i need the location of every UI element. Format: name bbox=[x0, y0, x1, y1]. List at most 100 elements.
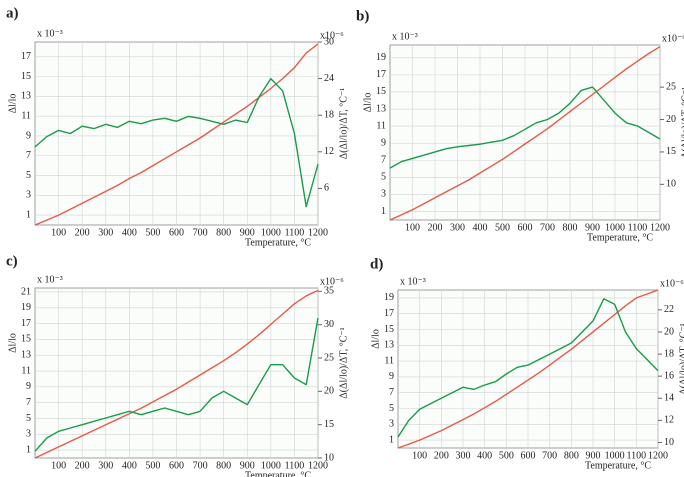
x-tick-label: 400 bbox=[122, 460, 137, 471]
x-tick-label: 200 bbox=[75, 460, 90, 471]
data-line bbox=[34, 289, 319, 459]
y2-tick-label: 10 bbox=[666, 179, 676, 190]
x-tick-label: 1100 bbox=[285, 227, 305, 238]
x-tick-label: 1200 bbox=[308, 227, 328, 238]
y2-axis-label: Δ(Δl/lo)/ΔT, °C⁻¹ bbox=[338, 88, 349, 159]
y-tick-label: 17 bbox=[384, 308, 394, 319]
y-tick-label: 3 bbox=[381, 189, 386, 200]
data-line bbox=[34, 317, 319, 452]
x-tick-label: 100 bbox=[51, 460, 66, 471]
x-tick-label: 900 bbox=[240, 227, 255, 238]
x-tick-label: 700 bbox=[542, 450, 557, 461]
y2-axis-label: Δ(Δl/lo)/ΔT, °C⁻¹ bbox=[678, 323, 684, 394]
y-tick-label: 5 bbox=[26, 413, 31, 424]
y2-axis-label: Δ(Δl/lo)/ΔT, °C⁻¹ bbox=[680, 87, 684, 158]
x-tick-label: 100 bbox=[412, 450, 427, 461]
y-tick-label: 13 bbox=[21, 91, 31, 102]
panel-label: c) bbox=[6, 253, 18, 269]
y2-tick-label: 18 bbox=[324, 109, 334, 120]
x-tick-label: 300 bbox=[456, 450, 471, 461]
y2-multiplier: x10⁻⁶ bbox=[660, 278, 684, 289]
y-axis-label: Δl/lo bbox=[370, 329, 381, 349]
y2-tick-label: 20 bbox=[666, 114, 676, 125]
y-multiplier: x 10⁻³ bbox=[37, 274, 63, 285]
x-axis-label: Temperature, °C bbox=[587, 232, 653, 243]
x-tick-label: 1000 bbox=[605, 222, 625, 233]
y-multiplier: x 10⁻³ bbox=[37, 28, 63, 39]
x-tick-label: 700 bbox=[193, 227, 208, 238]
x-tick-label: 500 bbox=[499, 450, 514, 461]
y2-tick-label: 18 bbox=[664, 348, 674, 359]
x-axis-label: Temperature, °C bbox=[585, 460, 651, 471]
y-multiplier: x 10⁻³ bbox=[392, 31, 418, 42]
y-tick-label: 7 bbox=[26, 397, 31, 408]
y2-tick-label: 35 bbox=[324, 286, 334, 297]
y-tick-label: 1 bbox=[381, 206, 386, 217]
y2-tick-label: 12 bbox=[664, 415, 674, 426]
y-tick-label: 7 bbox=[389, 387, 394, 398]
y-axis-label: Δl/lo bbox=[7, 333, 18, 353]
x-tick-label: 1000 bbox=[605, 450, 625, 461]
y-tick-label: 1 bbox=[26, 444, 31, 455]
x-tick-label: 400 bbox=[477, 450, 492, 461]
x-tick-label: 400 bbox=[122, 227, 137, 238]
x-axis-label: Temperature, °C bbox=[245, 470, 311, 477]
x-tick-label: 200 bbox=[75, 227, 90, 238]
x-tick-label: 500 bbox=[145, 460, 160, 471]
x-tick-label: 200 bbox=[428, 222, 443, 233]
y-tick-label: 11 bbox=[376, 120, 386, 131]
y2-tick-label: 22 bbox=[664, 304, 674, 315]
x-tick-label: 900 bbox=[585, 222, 600, 233]
x-tick-label: 1000 bbox=[261, 227, 281, 238]
y2-tick-label: 10 bbox=[324, 452, 334, 463]
y2-tick-label: 12 bbox=[324, 146, 334, 157]
y-tick-label: 3 bbox=[389, 419, 394, 430]
data-line bbox=[389, 46, 661, 221]
x-tick-label: 1200 bbox=[308, 460, 328, 471]
x-tick-label: 200 bbox=[434, 450, 449, 461]
y-tick-label: 13 bbox=[376, 103, 386, 114]
y-tick-label: 11 bbox=[21, 365, 31, 376]
x-tick-label: 300 bbox=[450, 222, 465, 233]
data-line bbox=[389, 86, 661, 169]
x-tick-label: 1200 bbox=[648, 450, 668, 461]
x-tick-label: 900 bbox=[586, 450, 601, 461]
y2-tick-label: 20 bbox=[664, 326, 674, 337]
y-tick-label: 19 bbox=[384, 292, 394, 303]
y-tick-label: 3 bbox=[26, 190, 31, 201]
x-tick-label: 700 bbox=[193, 460, 208, 471]
y-tick-label: 15 bbox=[21, 71, 31, 82]
y2-tick-label: 15 bbox=[324, 419, 334, 430]
data-line bbox=[397, 289, 659, 449]
y2-tick-label: 20 bbox=[324, 386, 334, 397]
y2-tick-label: 24 bbox=[324, 73, 334, 84]
panel-label: a) bbox=[6, 5, 19, 21]
y2-tick-label: 25 bbox=[666, 81, 676, 92]
y-tick-label: 11 bbox=[384, 355, 394, 366]
y2-tick-label: 6 bbox=[324, 183, 329, 194]
y2-tick-label: 14 bbox=[664, 393, 674, 404]
y-tick-label: 9 bbox=[389, 371, 394, 382]
y-tick-label: 17 bbox=[21, 318, 31, 329]
y-tick-label: 9 bbox=[26, 381, 31, 392]
y-tick-label: 15 bbox=[21, 334, 31, 345]
y-tick-label: 1 bbox=[389, 434, 394, 445]
x-tick-label: 700 bbox=[540, 222, 555, 233]
y-tick-label: 5 bbox=[389, 403, 394, 414]
panel-label: b) bbox=[356, 8, 369, 24]
data-line bbox=[34, 77, 319, 208]
x-tick-label: 1200 bbox=[650, 222, 670, 233]
y-tick-label: 17 bbox=[21, 51, 31, 62]
y-tick-label: 13 bbox=[21, 350, 31, 361]
x-tick-label: 300 bbox=[98, 460, 113, 471]
y-tick-label: 7 bbox=[381, 155, 386, 166]
y-tick-label: 19 bbox=[376, 52, 386, 63]
y-tick-label: 9 bbox=[381, 137, 386, 148]
y-axis-label: Δl/lo bbox=[7, 94, 18, 114]
y2-tick-label: 16 bbox=[664, 370, 674, 381]
y2-axis-label: Δ(Δl/lo)/ΔT, °C⁻¹ bbox=[338, 327, 349, 398]
x-tick-label: 600 bbox=[518, 222, 533, 233]
y-tick-label: 15 bbox=[384, 324, 394, 335]
x-tick-label: 800 bbox=[216, 460, 231, 471]
y2-tick-label: 30 bbox=[324, 319, 334, 330]
